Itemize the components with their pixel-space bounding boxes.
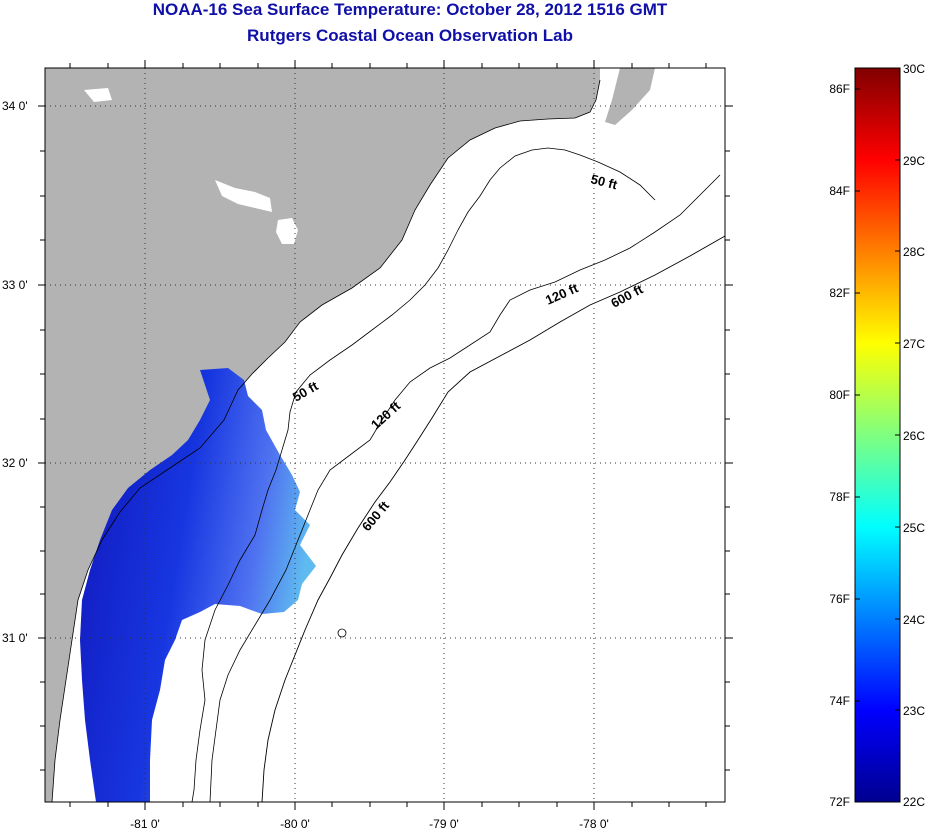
- graticule: [45, 68, 725, 802]
- colorbar-f-label: 86F: [829, 82, 850, 96]
- colorbar-c-label: 29C: [903, 154, 925, 168]
- land-mass: [45, 68, 600, 802]
- lon-label: -81 0': [130, 817, 160, 831]
- isobath-600ft: [261, 235, 725, 802]
- lon-label: -78 0': [579, 817, 609, 831]
- contour-label-50ft-ne: 50 ft: [589, 171, 619, 192]
- colorbar-f-label: 74F: [829, 694, 850, 708]
- axis-ticks: [38, 60, 733, 810]
- colorbar-c-label: 22C: [903, 795, 925, 809]
- lon-label: -79 0': [429, 817, 459, 831]
- lake: [84, 88, 112, 102]
- land-ne: [605, 68, 655, 125]
- sst-data-patch: [80, 368, 316, 802]
- lon-label: -80 0': [280, 817, 310, 831]
- lake: [215, 180, 272, 212]
- colorbar-c-label: 24C: [903, 613, 925, 627]
- lat-label: 32 0': [2, 456, 28, 470]
- lat-label: 33 0': [2, 278, 28, 292]
- colorbar-f-label: 78F: [829, 490, 850, 504]
- colorbar-c-label: 27C: [903, 337, 925, 351]
- colorbar: [855, 68, 900, 802]
- lat-label: 31 0': [2, 631, 28, 645]
- lake: [276, 218, 298, 244]
- colorbar-c-label: 25C: [903, 521, 925, 535]
- colorbar-f-label: 80F: [829, 388, 850, 402]
- colorbar-c-label: 23C: [903, 704, 925, 718]
- colorbar-f-label: 84F: [829, 184, 850, 198]
- map-frame: [44, 67, 726, 803]
- isobath-50ft: [191, 147, 656, 802]
- coastline: [51, 79, 601, 802]
- map-subtitle: Rutgers Coastal Ocean Observation Lab: [247, 26, 573, 45]
- colorbar-ticks: [855, 67, 900, 803]
- map-title: NOAA-16 Sea Surface Temperature: October…: [152, 0, 668, 19]
- colorbar-f-label: 72F: [829, 795, 850, 809]
- colorbar-c-label: 30C: [903, 62, 925, 76]
- colorbar-f-label: 82F: [829, 286, 850, 300]
- colorbar-f-label: 76F: [829, 592, 850, 606]
- contour-ring: [337, 628, 347, 638]
- lat-label: 34 0': [2, 99, 28, 113]
- colorbar-c-label: 28C: [903, 245, 925, 259]
- isobath-120ft: [209, 174, 721, 802]
- colorbar-c-label: 26C: [903, 429, 925, 443]
